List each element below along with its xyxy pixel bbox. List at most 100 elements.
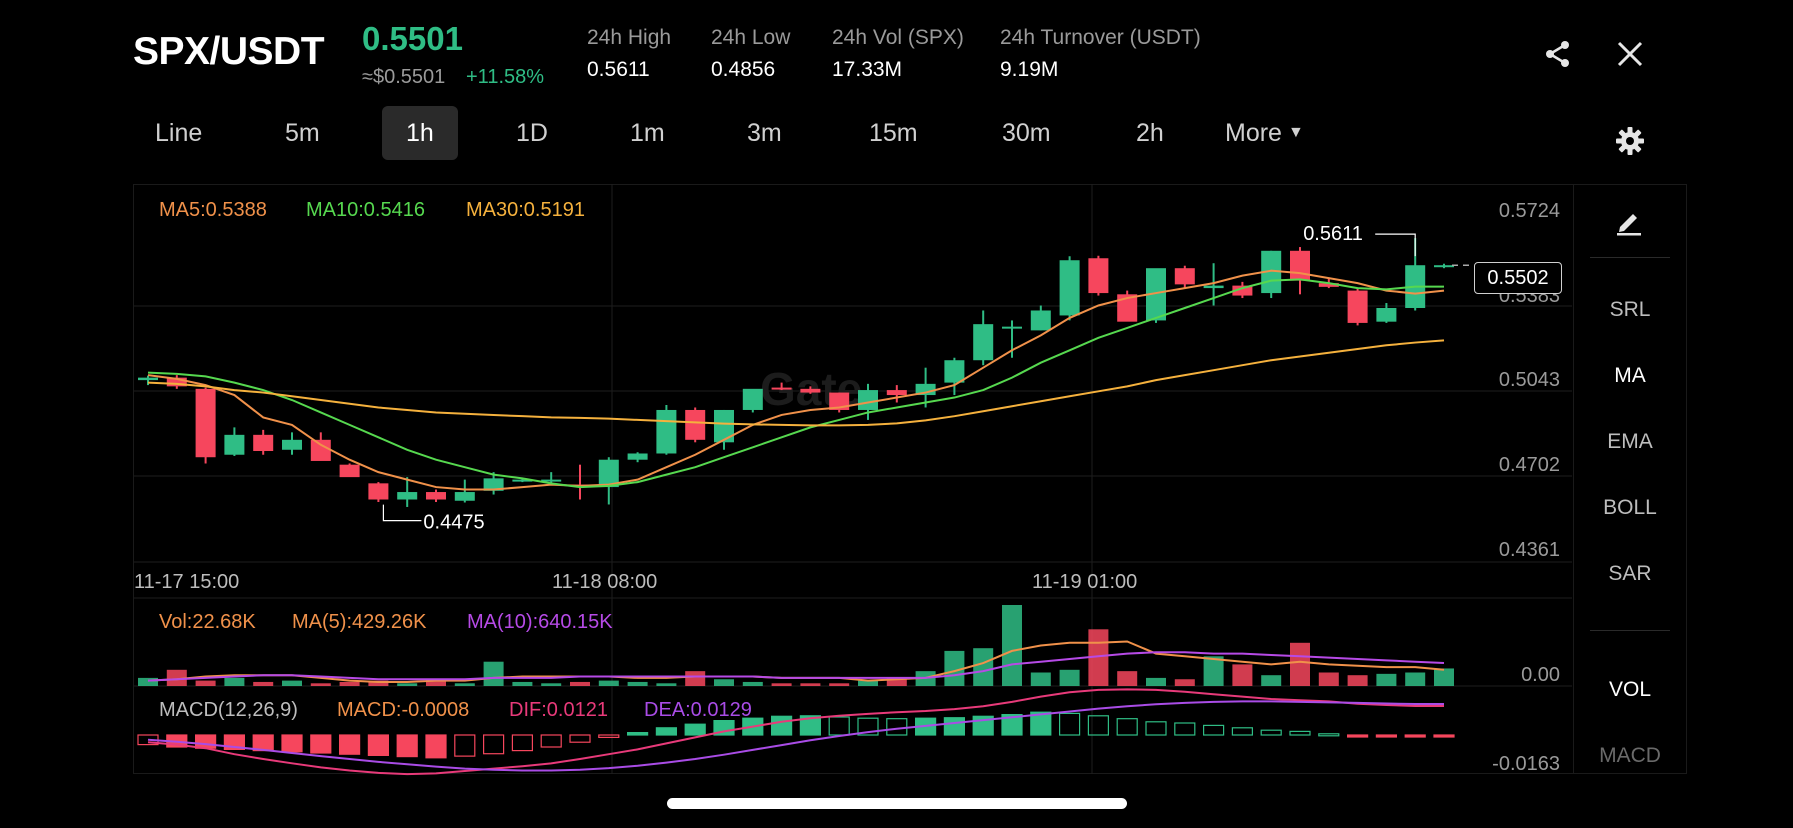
macd-bar: [569, 734, 591, 743]
tab-2h[interactable]: 2h: [1136, 118, 1164, 147]
gear-icon[interactable]: [1612, 123, 1648, 159]
volume-bar: [858, 680, 878, 686]
candle-body: [282, 439, 302, 450]
stat-label: 24h Low: [711, 26, 791, 49]
dea-line: [147, 700, 1444, 772]
stat-label: 24h Turnover (USDT): [1000, 26, 1201, 49]
time-tick: 11-19 01:00: [1032, 571, 1137, 593]
tab-1d[interactable]: 1D: [516, 118, 548, 147]
vol-axis-tick: 0.00: [1521, 664, 1560, 686]
volume-bar: [1405, 672, 1426, 686]
more-label: More: [1225, 118, 1282, 147]
candle-body: [973, 324, 994, 361]
macd-bar: [195, 734, 217, 749]
volume-bar: [166, 669, 187, 686]
stat-label: 24h High: [587, 26, 672, 49]
close-icon[interactable]: [1612, 36, 1648, 72]
candle-body: [339, 464, 360, 478]
macd-bar: [1001, 713, 1023, 736]
candle-body: [310, 439, 331, 461]
macd-bar: [1202, 724, 1225, 736]
macd-bar: [799, 715, 822, 736]
stat-value: 17.33M: [832, 58, 903, 81]
volume-bar: [1434, 668, 1454, 686]
candle-body: [1203, 285, 1224, 289]
macd-bar: [943, 717, 966, 736]
vol-legend: Vol:22.68K: [159, 611, 256, 633]
macd-bar: [684, 723, 706, 736]
macd-bar: [1289, 730, 1311, 736]
tab-3m[interactable]: 3m: [747, 118, 782, 147]
volume-bar: [426, 679, 446, 686]
candle-body: [1146, 268, 1166, 321]
indicator-ema[interactable]: EMA: [1607, 430, 1653, 453]
indicator-vol[interactable]: VOL: [1608, 678, 1652, 701]
candle-body: [1318, 283, 1339, 287]
volume-bar: [800, 683, 821, 686]
tab-30m[interactable]: 30m: [1002, 118, 1051, 147]
ma30-line: [147, 339, 1445, 427]
volume-bar: [627, 681, 648, 686]
indicator-boll[interactable]: BOLL: [1603, 496, 1657, 519]
indicator-ma[interactable]: MA: [1614, 364, 1646, 387]
macd-bar: [396, 734, 418, 758]
indicator-sar[interactable]: SAR: [1608, 562, 1652, 585]
candle-body: [426, 492, 446, 500]
tab-15m[interactable]: 15m: [869, 118, 918, 147]
macd-bar: [425, 734, 447, 759]
volume-bar: [1117, 671, 1138, 686]
caret-down-icon: ▼: [1287, 124, 1304, 141]
ma30-legend: MA30:0.5191: [466, 199, 585, 221]
price-tick: 0.4361: [1499, 539, 1560, 561]
macd-bar: [770, 715, 793, 736]
candle-body: [1030, 310, 1051, 331]
ma10-legend: MA10:0.5416: [306, 199, 425, 221]
macd-bar: [1346, 734, 1369, 738]
candle-body: [541, 479, 562, 482]
vol-ma10-legend: MA(10):640.15K: [467, 611, 613, 633]
volume-bar: [1002, 605, 1022, 686]
candle-body: [1059, 260, 1080, 316]
volume-bar: [195, 680, 216, 686]
volume-bar: [483, 661, 504, 686]
macd-bar: [454, 734, 476, 757]
volume-bar: [339, 681, 360, 686]
candle-body: [627, 453, 648, 460]
volume-bar: [1030, 672, 1051, 686]
volume-bar: [1261, 675, 1282, 686]
tab-1m[interactable]: 1m: [630, 118, 665, 147]
tab-5m[interactable]: 5m: [285, 118, 320, 147]
candle-body: [1290, 250, 1310, 281]
pencil-icon[interactable]: [1611, 204, 1647, 240]
share-icon[interactable]: [1540, 36, 1576, 72]
macd-bar: [857, 717, 879, 736]
volume-bar: [512, 681, 533, 686]
time-tick: 11-17 15:00: [134, 571, 239, 593]
candle-body: [1002, 326, 1022, 329]
macd-bar: [886, 718, 908, 736]
macd-bar: [1145, 721, 1167, 736]
candle-body: [1174, 268, 1195, 285]
volume-bar: [973, 648, 994, 686]
tab-line[interactable]: Line: [155, 118, 203, 147]
stat-value: 9.19M: [1000, 58, 1059, 81]
volume-bar: [886, 677, 907, 686]
indicator-srl[interactable]: SRL: [1609, 298, 1651, 321]
macd-bar: [367, 734, 389, 756]
more-dropdown[interactable]: More ▼: [1201, 106, 1328, 160]
volume-bar: [656, 683, 677, 686]
indicator-macd[interactable]: MACD: [1599, 744, 1661, 767]
stat-24h-high: 24h High 0.5611: [587, 26, 671, 82]
candle-body: [800, 388, 821, 393]
price-tick: 0.5724: [1499, 200, 1560, 222]
tab-1h[interactable]: 1h: [382, 106, 458, 160]
stat-24h-low: 24h Low 0.4856: [711, 26, 790, 82]
volume-bar: [1146, 677, 1166, 686]
volume-bar: [1318, 672, 1339, 686]
macd-bar: [511, 734, 534, 752]
candle-body: [166, 377, 187, 387]
volume-bar: [1203, 656, 1224, 686]
macd-legend: MACD:-0.0008: [337, 699, 469, 721]
candle-body: [512, 479, 533, 482]
